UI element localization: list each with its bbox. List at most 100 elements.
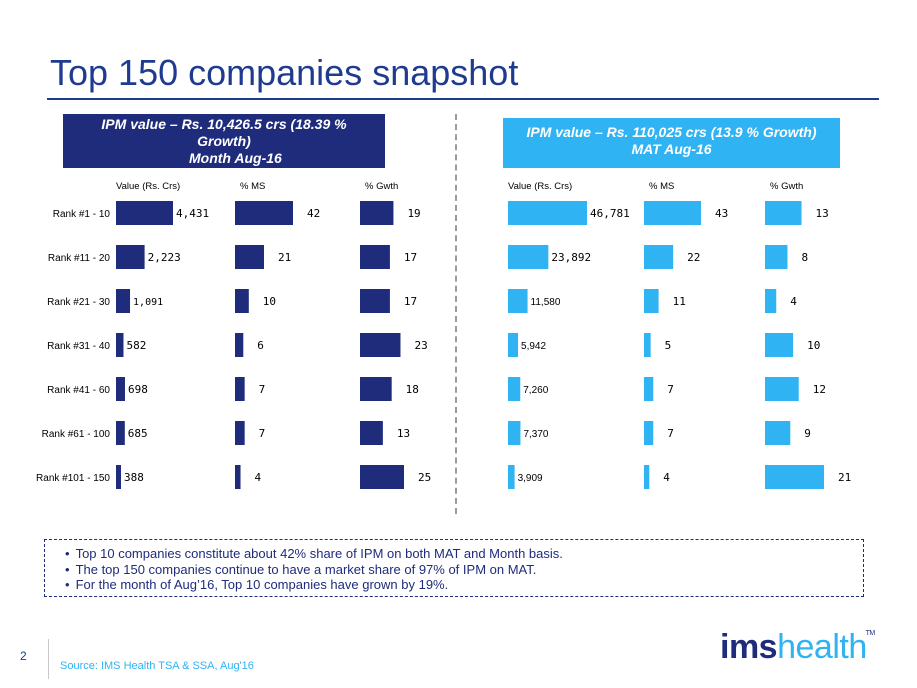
- bar: [644, 245, 674, 269]
- data-label: 2,223: [148, 251, 181, 264]
- data-label: 10: [807, 339, 820, 352]
- mat-header-line2: MAT Aug-16: [631, 141, 712, 157]
- bar: [235, 421, 245, 445]
- data-label: 17: [404, 251, 417, 264]
- bar: [360, 289, 390, 313]
- data-label: 7: [667, 383, 674, 396]
- logo-tm: TM: [865, 630, 876, 637]
- data-label: 5: [665, 339, 672, 352]
- key-insights-box: Top 10 companies constitute about 42% sh…: [44, 539, 864, 597]
- data-label: 17: [404, 295, 417, 308]
- mat-header-line1: IPM value – Rs. 110,025 crs (13.9 % Grow…: [526, 124, 817, 140]
- page-number: 2: [20, 649, 27, 663]
- bar: [644, 465, 650, 489]
- bar: [360, 333, 401, 357]
- month-header-line1: IPM value – Rs. 10,426.5 crs (18.39 %: [101, 116, 347, 132]
- bar: [644, 333, 651, 357]
- data-label: 19: [407, 207, 420, 220]
- source-note: Source: IMS Health TSA & SSA, Aug'16: [60, 660, 254, 672]
- insight-bullet: Top 10 companies constitute about 42% sh…: [65, 546, 863, 562]
- bar: [235, 377, 245, 401]
- month-header-line2: Growth): [197, 133, 251, 149]
- category-label: Rank #41 - 60: [47, 385, 110, 396]
- bar: [116, 421, 125, 445]
- bar: [765, 421, 791, 445]
- insight-bullet: The top 150 companies continue to have a…: [65, 562, 863, 578]
- bar: [765, 465, 824, 489]
- data-label: 42: [307, 207, 320, 220]
- title-underline: [47, 98, 879, 100]
- data-label: 8: [801, 251, 808, 264]
- insight-bullet: For the month of Aug’16, Top 10 companie…: [65, 577, 863, 593]
- month-panel-header: IPM value – Rs. 10,426.5 crs (18.39 % Gr…: [63, 114, 385, 168]
- data-label: 5,942: [521, 341, 546, 352]
- bar: [116, 201, 173, 225]
- bar: [235, 245, 264, 269]
- bar-charts: Rank #1 - 10 Rank #11 - 20 Rank #21 - 30 Ra…: [36, 181, 851, 489]
- data-label: 4: [255, 471, 262, 484]
- bar: [644, 289, 659, 313]
- data-label: 388: [124, 471, 144, 484]
- series-header: % MS: [240, 181, 265, 192]
- bar: [508, 377, 521, 401]
- data-label: 7,370: [523, 429, 548, 440]
- bar: [360, 245, 390, 269]
- logo-ims: ims: [720, 628, 778, 666]
- series-header: Value (Rs. Crs): [508, 181, 572, 192]
- bar: [116, 289, 131, 313]
- bar: [235, 333, 244, 357]
- data-label: 4: [790, 295, 797, 308]
- data-label: 12: [813, 383, 826, 396]
- bar: [765, 377, 799, 401]
- category-label: Rank #31 - 40: [47, 341, 110, 352]
- series-header: % Gwth: [770, 181, 803, 192]
- data-label: 4: [663, 471, 670, 484]
- bar: [235, 289, 249, 313]
- data-label: 7: [259, 427, 266, 440]
- bar: [644, 201, 701, 225]
- logo-health: health: [777, 628, 867, 666]
- bar: [235, 201, 293, 225]
- series-header: % Gwth: [365, 181, 398, 192]
- month-header-line3: Month Aug-16: [189, 150, 282, 166]
- ims-health-logo: imshealth TM: [720, 628, 875, 667]
- data-label: 3,909: [518, 473, 543, 484]
- data-label: 13: [397, 427, 410, 440]
- data-label: 46,781: [590, 207, 630, 220]
- data-label: 7: [667, 427, 674, 440]
- bar: [360, 465, 404, 489]
- data-label: 11: [673, 295, 686, 308]
- data-label: 698: [128, 383, 148, 396]
- data-label: 582: [126, 339, 146, 352]
- page-title: Top 150 companies snapshot: [50, 52, 519, 93]
- panel-divider: [455, 114, 457, 514]
- mat-panel-header: IPM value – Rs. 110,025 crs (13.9 % Grow…: [503, 118, 840, 168]
- footer-divider: [48, 639, 49, 679]
- category-label: Rank #101 - 150: [36, 473, 110, 484]
- data-label: 7,260: [523, 385, 548, 396]
- data-label: 7: [259, 383, 266, 396]
- series-header: % MS: [649, 181, 674, 192]
- bar: [116, 465, 121, 489]
- bar: [644, 377, 654, 401]
- bar: [508, 421, 521, 445]
- data-label: 685: [128, 427, 148, 440]
- data-label: 23,892: [551, 251, 591, 264]
- data-label: 10: [263, 295, 276, 308]
- bar: [765, 245, 788, 269]
- bar: [508, 333, 519, 357]
- category-label: Rank #1 - 10: [53, 209, 111, 220]
- data-label: 21: [278, 251, 291, 264]
- bar: [116, 245, 145, 269]
- data-label: 11,580: [531, 297, 561, 308]
- data-label: 13: [816, 207, 829, 220]
- data-label: 21: [838, 471, 851, 484]
- bar: [508, 201, 587, 225]
- bar: [765, 289, 777, 313]
- category-label: Rank #21 - 30: [47, 297, 110, 308]
- series-header: Value (Rs. Crs): [116, 181, 180, 192]
- bar: [765, 201, 802, 225]
- data-label: 22: [687, 251, 700, 264]
- category-label: Rank #11 - 20: [48, 253, 111, 264]
- data-label: 18: [406, 383, 419, 396]
